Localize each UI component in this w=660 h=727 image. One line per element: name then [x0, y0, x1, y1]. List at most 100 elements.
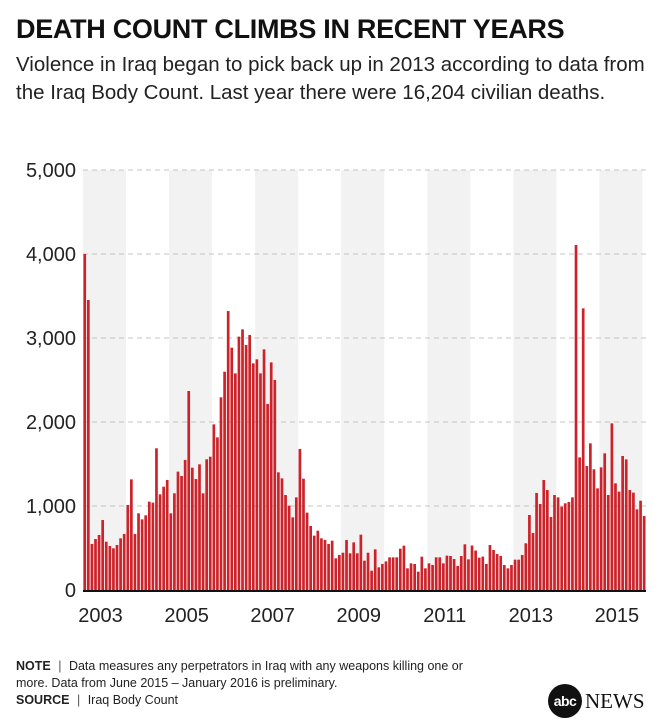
x-tick-label: 2009	[336, 605, 381, 627]
bar-2009	[341, 552, 345, 590]
bar-2015	[606, 494, 610, 590]
bar-2012	[481, 556, 485, 590]
bar-2005	[176, 471, 180, 590]
bar-2007	[273, 380, 277, 590]
bar-2015	[621, 456, 624, 590]
bar-2009	[370, 570, 373, 590]
bar-2007	[280, 478, 284, 590]
y-tick-label: 4,000	[26, 244, 76, 266]
bar-2003	[104, 541, 108, 590]
bar-2011	[438, 557, 442, 590]
bar-2010	[402, 545, 406, 590]
bar-2009	[377, 567, 381, 590]
bar-2011	[456, 565, 460, 590]
bar-2006	[219, 397, 223, 590]
year-band-2007	[255, 170, 299, 590]
bar-2011	[463, 544, 467, 590]
year-band-2003	[83, 170, 127, 590]
bar-2014	[585, 466, 589, 590]
bar-2012	[470, 545, 474, 590]
bar-2006	[223, 371, 226, 590]
bar-2015	[635, 509, 639, 590]
bar-2004	[158, 494, 162, 590]
bar-2005	[205, 459, 209, 590]
bar-2006	[230, 347, 234, 590]
year-band-2015	[599, 170, 643, 590]
bar-2009	[355, 553, 359, 590]
bar-2010	[391, 557, 395, 590]
bar-2015	[639, 500, 642, 590]
bar-2013	[517, 559, 520, 590]
bar-2003	[83, 254, 87, 590]
bar-2012	[477, 557, 481, 590]
bar-2008	[330, 540, 334, 590]
chart-title: DEATH COUNT CLIMBS IN RECENT YEARS	[16, 14, 565, 44]
bar-2006	[234, 373, 237, 590]
x-tick-label: 2005	[164, 605, 209, 627]
bar-2006	[244, 344, 248, 590]
bar-2004	[165, 479, 169, 590]
x-tick-label: 2007	[250, 605, 295, 627]
source-label: SOURCE	[16, 693, 70, 707]
y-tick-label: 1,000	[26, 496, 76, 518]
bar-2004	[137, 513, 140, 590]
bar-2014	[571, 497, 574, 590]
note-text: Data measures any perpetrators in Iraq w…	[16, 659, 463, 690]
bar-2005	[173, 493, 176, 590]
bar-2011	[441, 563, 445, 590]
bar-2013	[553, 494, 556, 590]
bar-2014	[581, 308, 585, 590]
bar-2003	[119, 538, 122, 590]
bar-2013	[542, 479, 546, 590]
y-tick-label: 3,000	[26, 328, 76, 350]
news-logo-text: NEWS	[585, 688, 645, 713]
bar-2008	[323, 540, 327, 590]
bar-2013	[531, 532, 535, 590]
bar-2008	[298, 448, 302, 590]
bar-2013	[513, 559, 517, 590]
bar-2008	[334, 558, 338, 590]
bar-2006	[237, 336, 241, 590]
bar-2011	[431, 564, 434, 590]
bar-2005	[190, 467, 194, 590]
bar-2009	[363, 560, 366, 590]
separator: |	[76, 693, 81, 707]
bar-2012	[499, 555, 503, 590]
bar-2015	[624, 459, 628, 590]
bar-2015	[628, 490, 632, 590]
bar-2004	[144, 515, 148, 590]
bar-2013	[538, 503, 542, 590]
bar-2012	[492, 550, 495, 590]
bar-2015	[599, 467, 603, 590]
bar-2010	[413, 563, 416, 590]
bar-2011	[467, 559, 470, 590]
bar-2003	[86, 300, 90, 590]
bar-2014	[596, 488, 599, 590]
note-label: NOTE	[16, 659, 51, 673]
bar-2008	[327, 543, 330, 590]
bar-2013	[528, 514, 531, 590]
bar-2009	[381, 563, 384, 590]
y-tick-label: 2,000	[26, 412, 76, 434]
bar-2014	[589, 443, 592, 590]
bar-2006	[226, 311, 230, 590]
abc-news-logo: abc NEWS	[548, 684, 645, 718]
bar-2014	[556, 497, 560, 590]
bar-2007	[284, 494, 287, 590]
bar-2007	[269, 362, 273, 590]
bar-2011	[459, 555, 463, 590]
bar-2009	[373, 549, 377, 590]
bar-2005	[169, 513, 173, 590]
bar-2004	[147, 501, 151, 590]
bar-2016	[642, 515, 646, 590]
bar-2007	[287, 505, 291, 590]
bar-2005	[194, 479, 198, 590]
bar-2015	[632, 492, 635, 590]
y-tick-label: 0	[65, 580, 76, 602]
bar-2009	[345, 540, 348, 590]
bar-2013	[520, 554, 524, 590]
bar-2010	[395, 557, 399, 590]
bar-2011	[452, 559, 456, 590]
bar-2014	[567, 501, 571, 590]
